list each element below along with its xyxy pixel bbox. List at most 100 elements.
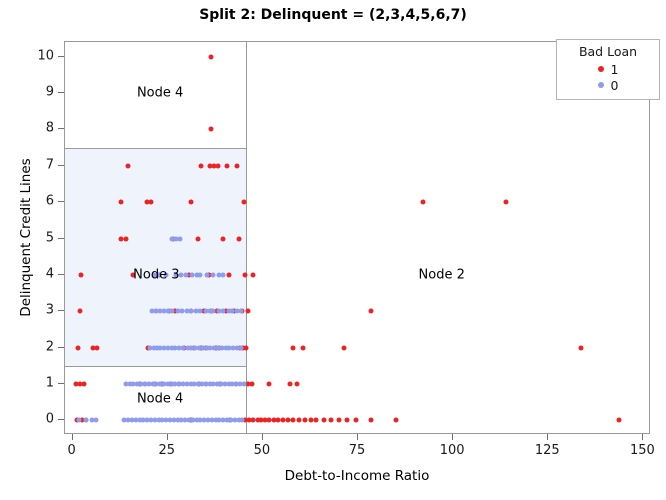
vertical-split-line [245, 42, 247, 433]
data-point [266, 381, 272, 387]
data-point [195, 236, 201, 241]
data-point [215, 163, 221, 169]
data-point [197, 308, 203, 314]
data-point [75, 345, 81, 351]
data-point [216, 272, 222, 278]
data-point [189, 272, 195, 278]
data-point [184, 381, 190, 387]
data-point [144, 199, 150, 205]
data-point [238, 308, 244, 314]
data-point [210, 272, 216, 278]
data-point [200, 345, 206, 351]
data-point [163, 272, 169, 278]
data-point [239, 417, 245, 423]
data-point [204, 345, 210, 351]
data-point [130, 381, 136, 387]
data-point [161, 345, 167, 351]
data-point [172, 345, 178, 351]
data-point [175, 417, 181, 423]
data-point [148, 199, 154, 205]
data-point [238, 345, 244, 351]
y-tick-label: 3 [45, 302, 54, 318]
data-point [344, 417, 350, 423]
data-point [180, 381, 186, 387]
data-point [201, 417, 207, 423]
data-point [188, 199, 194, 205]
y-tick-label: 7 [45, 157, 54, 173]
data-point [186, 272, 192, 278]
data-point [308, 417, 314, 423]
legend-entry-label: 0 [610, 77, 619, 93]
data-point [180, 345, 186, 351]
data-point [198, 163, 204, 169]
data-point [167, 417, 173, 423]
data-point [161, 308, 167, 314]
data-point [226, 308, 232, 314]
data-point [165, 381, 171, 387]
legend-entry-1[interactable]: 1 [563, 61, 653, 77]
data-point [216, 308, 222, 314]
data-point [173, 236, 179, 241]
data-point [118, 236, 124, 241]
x-tick [71, 434, 73, 440]
data-point [207, 381, 213, 387]
data-point [262, 417, 268, 423]
data-point [188, 381, 194, 387]
data-point [196, 345, 202, 351]
data-point [207, 345, 213, 351]
data-point [77, 308, 83, 314]
data-point [81, 381, 87, 387]
data-point [193, 308, 199, 314]
data-point [203, 381, 209, 387]
data-point [177, 236, 183, 241]
data-point [140, 417, 146, 423]
data-point [393, 417, 399, 423]
y-tick-label: 8 [45, 120, 54, 136]
shaded-region-node3 [65, 147, 246, 366]
data-point [77, 381, 83, 387]
data-point [216, 417, 222, 423]
x-tick [452, 434, 454, 440]
data-point [205, 417, 211, 423]
data-point [241, 199, 247, 205]
data-point [313, 417, 319, 423]
data-point [280, 417, 286, 423]
data-point [192, 345, 198, 351]
data-point [133, 417, 139, 423]
data-point [224, 417, 230, 423]
data-point [229, 381, 235, 387]
data-point [194, 417, 200, 423]
data-point [228, 417, 234, 423]
data-point [243, 345, 249, 351]
data-point [90, 345, 96, 351]
data-point [341, 345, 347, 351]
x-tick-label: 50 [253, 443, 271, 458]
data-point [246, 417, 252, 423]
data-point [197, 417, 203, 423]
legend-marker-icon [597, 82, 604, 88]
data-point [134, 381, 140, 387]
data-point [230, 345, 236, 351]
data-point [234, 345, 240, 351]
data-point [209, 417, 215, 423]
y-tick [58, 164, 64, 166]
data-point [169, 308, 175, 314]
data-point [300, 345, 306, 351]
data-point [214, 381, 220, 387]
data-point [138, 381, 144, 387]
data-point [157, 308, 163, 314]
x-tick-label: 100 [439, 443, 465, 458]
data-point [83, 417, 89, 423]
y-tick-label: 6 [45, 193, 54, 209]
y-tick [58, 273, 64, 275]
data-point [154, 345, 160, 351]
data-point [169, 345, 175, 351]
data-point [190, 417, 196, 423]
data-point [420, 199, 426, 205]
data-point [94, 345, 100, 351]
legend-entry-0[interactable]: 0 [563, 77, 653, 93]
x-tick [547, 434, 549, 440]
data-point [147, 345, 153, 351]
data-point [233, 381, 239, 387]
data-point [226, 272, 232, 278]
